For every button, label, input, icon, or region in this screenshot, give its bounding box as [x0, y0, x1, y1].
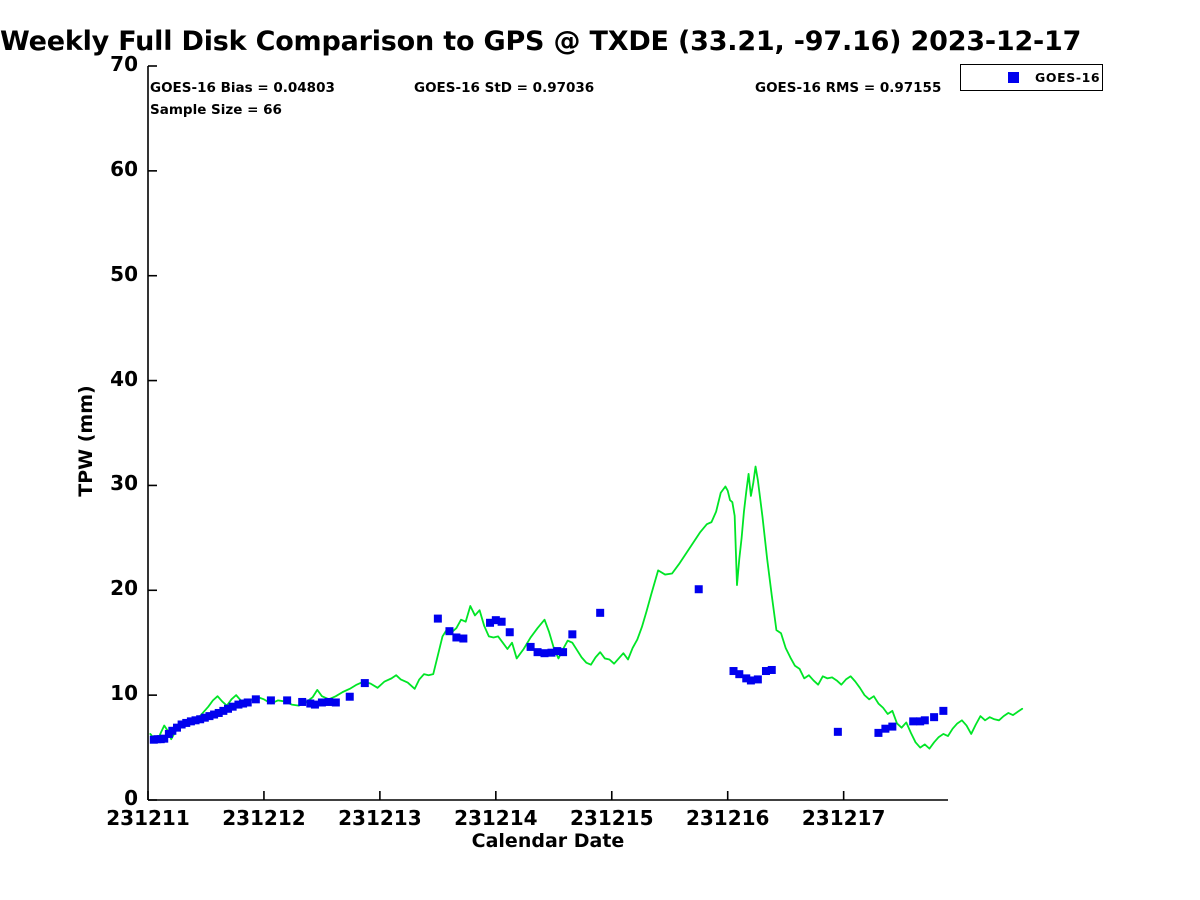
x-tick-label: 231215 — [570, 806, 654, 830]
scatter-point — [920, 716, 929, 725]
scatter-point — [505, 628, 514, 637]
scatter-point — [266, 696, 275, 705]
goes16-scatter-series — [149, 585, 948, 744]
scatter-point — [251, 695, 260, 704]
scatter-point — [360, 679, 369, 688]
scatter-point — [200, 713, 209, 722]
scatter-point — [742, 674, 751, 683]
scatter-point — [553, 647, 562, 656]
scatter-point — [317, 698, 326, 707]
scatter-point — [491, 616, 500, 625]
x-axis-label: Calendar Date — [471, 830, 625, 852]
scatter-point — [486, 618, 495, 627]
scatter-point — [177, 720, 186, 729]
scatter-point — [540, 649, 549, 658]
scatter-point — [497, 617, 506, 626]
stat-std: GOES-16 StD = 0.97036 — [414, 80, 595, 96]
scatter-point — [310, 700, 319, 709]
scatter-point — [243, 698, 252, 707]
stat-rms: GOES-16 RMS = 0.97155 — [755, 80, 942, 96]
x-tick-label: 231212 — [222, 806, 306, 830]
x-tick-label: 231211 — [106, 806, 190, 830]
scatter-point — [888, 722, 897, 731]
y-tick-label: 20 — [110, 576, 138, 601]
scatter-point — [283, 696, 292, 705]
scatter-point — [533, 648, 542, 657]
scatter-point — [916, 717, 925, 726]
scatter-point — [433, 614, 442, 623]
scatter-point — [345, 692, 354, 701]
y-tick-label: 50 — [110, 261, 138, 286]
scatter-point — [930, 713, 939, 722]
scatter-point — [833, 727, 842, 736]
legend-label-goes16: GOES-16 — [1035, 70, 1101, 85]
scatter-point — [214, 708, 223, 717]
scatter-point — [205, 712, 214, 721]
gps-line-series — [149, 465, 1024, 750]
scatter-point — [224, 704, 232, 713]
x-tick-label: 231214 — [454, 806, 538, 830]
legend-box — [960, 64, 1103, 91]
scatter-point — [234, 700, 243, 709]
scatter-point — [753, 675, 762, 684]
x-tick-label: 231213 — [338, 806, 422, 830]
scatter-point — [239, 699, 248, 708]
scatter-point — [881, 724, 890, 733]
scatter-point — [160, 734, 169, 743]
page-title: Weekly Full Disk Comparison to GPS @ TXD… — [0, 26, 1082, 57]
scatter-point — [596, 608, 605, 617]
y-tick-label: 40 — [110, 366, 138, 391]
scatter-point — [568, 630, 577, 639]
y-tick-label: 0 — [124, 786, 138, 810]
axis-lines — [147, 66, 948, 801]
x-tick-label: 231216 — [685, 806, 770, 830]
scatter-point — [445, 627, 454, 636]
scatter-point — [210, 710, 219, 719]
scatter-point — [228, 702, 237, 711]
scatter-point — [729, 667, 738, 676]
scatter-point — [735, 670, 744, 679]
scatter-point — [694, 585, 703, 594]
scatter-point — [874, 728, 883, 737]
stat-bias: GOES-16 Bias = 0.04803 — [150, 80, 335, 96]
scatter-point — [168, 726, 177, 735]
y-tick-label: 70 — [110, 52, 138, 76]
scatter-point — [452, 633, 461, 642]
scatter-point — [459, 634, 468, 643]
y-tick-label: 10 — [110, 681, 138, 706]
scatter-point — [746, 676, 755, 685]
scatter-point — [172, 723, 181, 732]
axis-tick-marks — [147, 65, 845, 801]
scatter-point — [306, 699, 315, 708]
scatter-point — [324, 697, 333, 706]
scatter-point — [939, 706, 948, 715]
scatter-point — [547, 648, 556, 657]
scatter-point — [182, 718, 191, 727]
scatter-point — [298, 697, 307, 706]
stat-sample-size: Sample Size = 66 — [150, 102, 282, 118]
scatter-point — [331, 698, 340, 707]
scatter-point — [909, 717, 918, 726]
scatter-point — [219, 706, 228, 715]
x-tick-label: 231217 — [801, 806, 886, 830]
scatter-point — [761, 667, 770, 676]
scatter-point — [186, 717, 195, 726]
scatter-point — [559, 648, 568, 657]
y-tick-label: 60 — [110, 156, 138, 181]
scatter-point — [767, 665, 776, 674]
scatter-point — [526, 642, 535, 651]
legend-swatch-goes16 — [1008, 72, 1019, 83]
y-tick-label: 30 — [110, 471, 138, 496]
scatter-point — [191, 716, 200, 725]
scatter-point — [196, 715, 205, 724]
